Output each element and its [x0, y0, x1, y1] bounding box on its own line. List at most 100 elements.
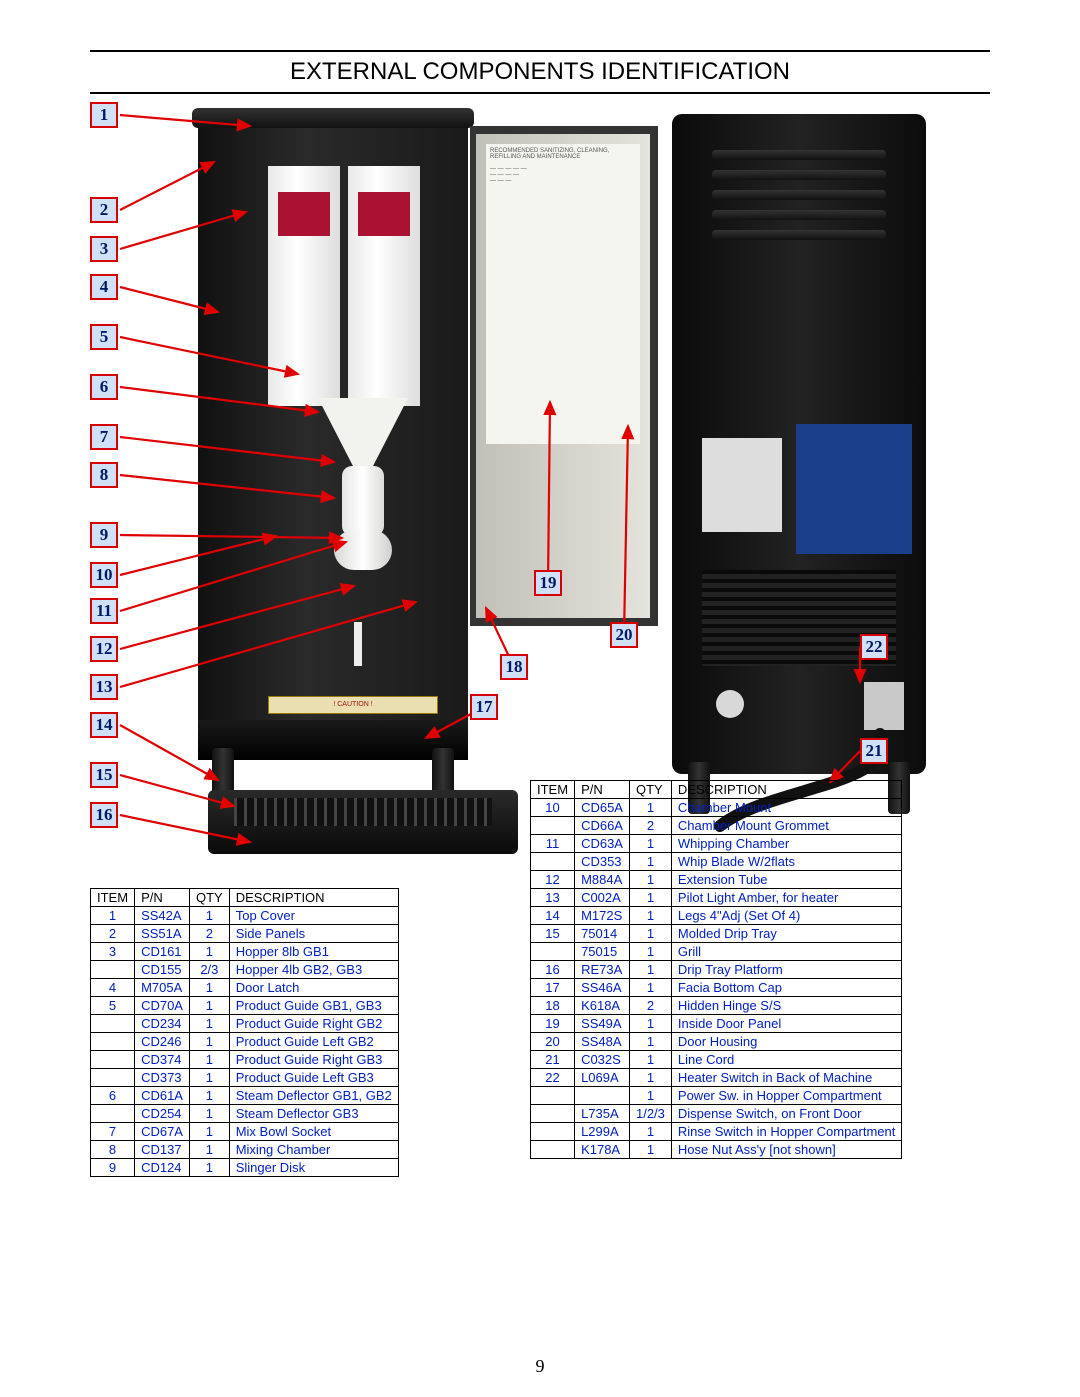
cell-desc: Whipping Chamber — [671, 835, 901, 853]
cell-desc: Extension Tube — [671, 871, 901, 889]
callout-18: 18 — [500, 654, 528, 680]
cell-qty: 1 — [629, 979, 671, 997]
table-row: 5CD70A1Product Guide GB1, GB3 — [91, 997, 399, 1015]
cell-item — [531, 1105, 575, 1123]
cell-pn: L069A — [575, 1069, 630, 1087]
cell-item — [531, 853, 575, 871]
cell-desc: Product Guide Left GB3 — [229, 1069, 398, 1087]
cell-desc: Legs 4"Adj (Set Of 4) — [671, 907, 901, 925]
cell-pn: CD66A — [575, 817, 630, 835]
cell-qty: 1 — [189, 1033, 229, 1051]
page-number: 9 — [0, 1356, 1080, 1377]
table-row: 21C032S1Line Cord — [531, 1051, 902, 1069]
col-qty: QTY — [629, 781, 671, 799]
cell-desc: Hose Nut Ass'y [not shown] — [671, 1141, 901, 1159]
table-row: CD3531Whip Blade W/2flats — [531, 853, 902, 871]
cell-qty: 1 — [189, 997, 229, 1015]
cell-pn: SS49A — [575, 1015, 630, 1033]
cell-desc: Slinger Disk — [229, 1159, 398, 1177]
table-row: 7CD67A1Mix Bowl Socket — [91, 1123, 399, 1141]
cell-desc: Steam Deflector GB3 — [229, 1105, 398, 1123]
table-row: 14M172S1Legs 4"Adj (Set Of 4) — [531, 907, 902, 925]
cell-qty: 1 — [629, 853, 671, 871]
table-row: CD66A2Chamber Mount Grommet — [531, 817, 902, 835]
cell-pn: CD124 — [135, 1159, 190, 1177]
cell-item: 6 — [91, 1087, 135, 1105]
col-pn: P/N — [135, 889, 190, 907]
callout-10: 10 — [90, 562, 118, 588]
callout-21: 21 — [860, 738, 888, 764]
cell-qty: 1 — [629, 943, 671, 961]
cell-qty: 1 — [629, 1087, 671, 1105]
cell-pn: M884A — [575, 871, 630, 889]
cell-pn: L299A — [575, 1123, 630, 1141]
cell-qty: 1 — [189, 907, 229, 925]
cell-desc: Whip Blade W/2flats — [671, 853, 901, 871]
cell-pn: CD353 — [575, 853, 630, 871]
cell-qty: 1 — [189, 1087, 229, 1105]
callout-6: 6 — [90, 374, 118, 400]
cell-desc: Product Guide Right GB3 — [229, 1051, 398, 1069]
cell-qty: 2/3 — [189, 961, 229, 979]
cell-item: 15 — [531, 925, 575, 943]
col-desc: DESCRIPTION — [229, 889, 398, 907]
parts-table-1: ITEM P/N QTY DESCRIPTION 1SS42A1Top Cove… — [90, 888, 399, 1177]
cell-desc: Mix Bowl Socket — [229, 1123, 398, 1141]
callout-8: 8 — [90, 462, 118, 488]
cell-pn: CD155 — [135, 961, 190, 979]
cell-pn: CD63A — [575, 835, 630, 853]
cell-item — [91, 1033, 135, 1051]
cell-desc: Dispense Switch, on Front Door — [671, 1105, 901, 1123]
cell-qty: 1 — [189, 1105, 229, 1123]
table-row: 11CD63A1Whipping Chamber — [531, 835, 902, 853]
cell-desc: Power Sw. in Hopper Compartment — [671, 1087, 901, 1105]
cell-pn: K178A — [575, 1141, 630, 1159]
table-row: 15750141Molded Drip Tray — [531, 925, 902, 943]
table-row: 12M884A1Extension Tube — [531, 871, 902, 889]
callout-4: 4 — [90, 274, 118, 300]
cell-item: 17 — [531, 979, 575, 997]
table-row: CD2541Steam Deflector GB3 — [91, 1105, 399, 1123]
cell-qty: 1 — [189, 1015, 229, 1033]
cell-pn: CD137 — [135, 1141, 190, 1159]
rule-bottom — [90, 92, 990, 94]
table-row: 1SS42A1Top Cover — [91, 907, 399, 925]
cell-qty: 1 — [189, 1051, 229, 1069]
cell-qty: 1/2/3 — [629, 1105, 671, 1123]
cell-qty: 1 — [189, 943, 229, 961]
cell-pn: M705A — [135, 979, 190, 997]
cell-desc: Side Panels — [229, 925, 398, 943]
callout-2: 2 — [90, 197, 118, 223]
cell-desc: Rinse Switch in Hopper Compartment — [671, 1123, 901, 1141]
callout-3: 3 — [90, 236, 118, 262]
cell-item: 16 — [531, 961, 575, 979]
cell-pn: SS51A — [135, 925, 190, 943]
page-title: EXTERNAL COMPONENTS IDENTIFICATION — [90, 58, 990, 86]
cell-item: 19 — [531, 1015, 575, 1033]
cell-item: 13 — [531, 889, 575, 907]
cell-pn: 75014 — [575, 925, 630, 943]
callout-15: 15 — [90, 762, 118, 788]
cell-desc: Hopper 4lb GB2, GB3 — [229, 961, 398, 979]
cell-pn: CD246 — [135, 1033, 190, 1051]
cell-item: 18 — [531, 997, 575, 1015]
cell-pn: M172S — [575, 907, 630, 925]
cell-item: 5 — [91, 997, 135, 1015]
callout-20: 20 — [610, 622, 638, 648]
cell-desc: Product Guide Left GB2 — [229, 1033, 398, 1051]
cell-desc: Drip Tray Platform — [671, 961, 901, 979]
cell-pn: RE73A — [575, 961, 630, 979]
cell-desc: Hidden Hinge S/S — [671, 997, 901, 1015]
parts-table-2: ITEM P/N QTY DESCRIPTION 10CD65A1Chamber… — [530, 780, 902, 1159]
table-row: K178A1Hose Nut Ass'y [not shown] — [531, 1141, 902, 1159]
table-row: 6CD61A1Steam Deflector GB1, GB2 — [91, 1087, 399, 1105]
cell-qty: 1 — [189, 1159, 229, 1177]
cell-desc: Top Cover — [229, 907, 398, 925]
cell-pn: SS46A — [575, 979, 630, 997]
table-row: 2SS51A2Side Panels — [91, 925, 399, 943]
table-row: CD3741Product Guide Right GB3 — [91, 1051, 399, 1069]
cell-desc: Door Latch — [229, 979, 398, 997]
cell-pn: CD373 — [135, 1069, 190, 1087]
cell-desc: Grill — [671, 943, 901, 961]
cell-pn: L735A — [575, 1105, 630, 1123]
